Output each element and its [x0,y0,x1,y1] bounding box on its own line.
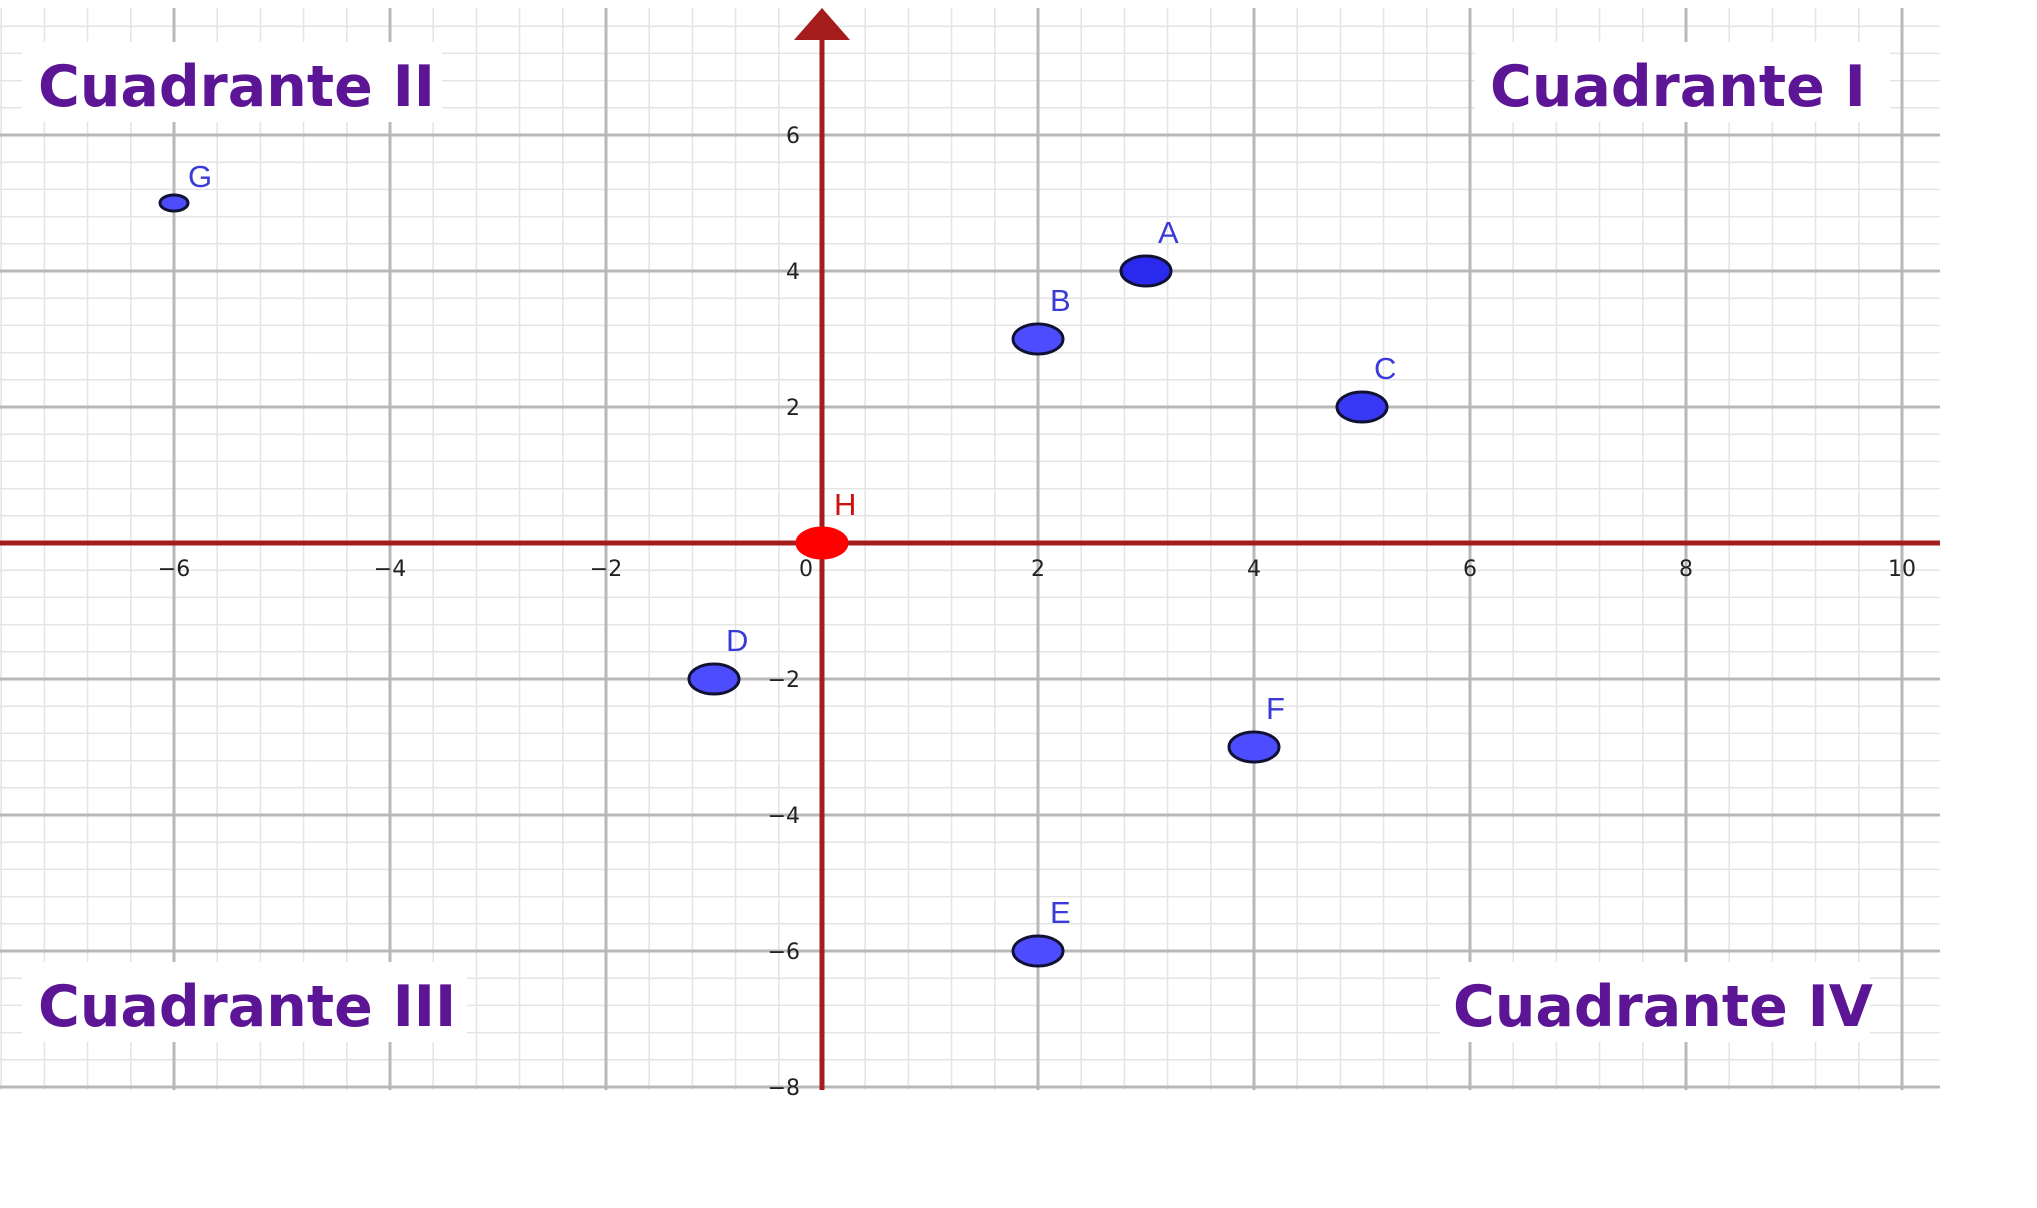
point-b [1011,322,1065,356]
point-g [158,193,190,213]
y-tick-label: −2 [768,668,800,693]
point-label-g: G [188,159,212,194]
quadrant-label-bg-ii [22,42,442,122]
y-tick-label: −4 [768,804,800,829]
y-tick-label: 2 [786,396,800,421]
x-tick-label: −2 [590,557,622,582]
quadrant-label-iii: Cuadrante III [38,974,456,1040]
quadrant-label-iv: Cuadrante IV [1453,974,1873,1040]
y-tick-label: −6 [768,940,800,965]
y-tick-label: 6 [786,124,800,149]
grid [0,8,1940,1090]
quadrant-label-bg-iii [22,962,467,1042]
point-label-f: F [1266,691,1285,726]
point-d [687,662,741,696]
x-tick-label: 2 [1031,557,1045,582]
quadrant-label-bg-iv [1440,962,1870,1042]
point-label-b: B [1050,283,1071,318]
x-tick-label: 8 [1679,557,1693,582]
point-e [1011,934,1065,968]
y-tick-label: −8 [768,1076,800,1101]
point-label-h: H [834,487,856,522]
point-label-e: E [1050,895,1071,930]
x-tick-label: 0 [799,557,813,582]
quadrant-label-bg-i [1475,42,1890,122]
x-tick-label: 6 [1463,557,1477,582]
y-tick-label: 4 [786,260,800,285]
point-f [1227,730,1281,764]
points: A B C D E F G H [158,159,1396,968]
axes [0,8,1940,1090]
quadrant-labels: Cuadrante II Cuadrante I Cuadrante III C… [22,42,1890,1042]
point-c [1335,390,1389,424]
point-a [1119,254,1173,288]
point-h [795,526,849,560]
quadrant-label-i: Cuadrante I [1490,54,1866,120]
tick-labels: −6 −4 −2 0 2 4 6 8 10 6 4 2 −2 −4 −6 −8 [158,124,1916,1101]
x-tick-label: −4 [374,557,406,582]
x-tick-label: 4 [1247,557,1261,582]
x-tick-label: −6 [158,557,190,582]
point-label-a: A [1158,215,1179,250]
point-label-c: C [1374,351,1396,386]
x-tick-label: 10 [1888,557,1916,582]
point-label-d: D [726,623,748,658]
y-axis-arrow [794,8,850,40]
quadrant-label-ii: Cuadrante II [38,54,435,120]
